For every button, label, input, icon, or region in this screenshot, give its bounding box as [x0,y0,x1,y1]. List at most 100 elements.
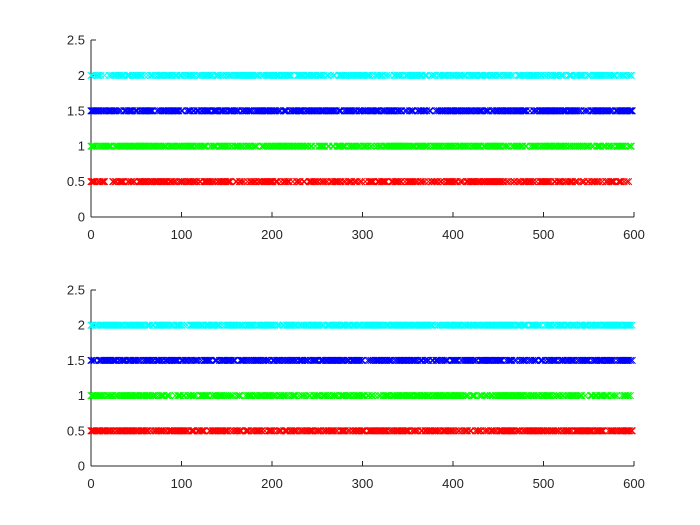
data-point [395,427,404,435]
data-point [421,142,429,150]
data-point [137,391,145,400]
data-point [393,71,401,80]
data-point [383,71,391,80]
data-point [179,356,187,365]
data-point [219,107,227,115]
data-point [595,427,604,435]
data-point [346,107,354,115]
data-point [184,391,192,400]
data-point [607,142,616,150]
data-point [163,391,171,400]
data-point [134,71,142,80]
data-point [417,177,425,186]
data-point [563,321,571,329]
data-point [95,71,103,80]
data-point [512,142,521,150]
data-point [283,71,292,80]
data-point [229,391,237,400]
data-point [211,107,219,115]
data-point [162,107,170,115]
data-point [504,142,512,150]
data-point [475,391,483,400]
data-point [185,142,194,150]
data-point [576,142,584,150]
data-point [273,107,282,115]
data-point [455,391,463,400]
data-point [367,177,376,186]
data-point [331,391,340,400]
x-tick-label: 400 [442,476,464,491]
data-point [333,142,341,150]
data-point [264,107,273,115]
data-point [319,107,327,115]
data-point [558,391,567,400]
data-point [300,177,308,186]
data-point [587,427,596,435]
data-point [115,107,123,115]
data-point [583,356,591,365]
data-point [222,391,230,400]
data-point [177,427,186,435]
data-point [450,356,458,365]
data-point [367,142,376,150]
data-point [424,321,433,329]
data-point [278,142,286,150]
data-point [87,356,95,365]
data-point [382,427,390,435]
data-point [368,391,377,400]
data-point [281,356,290,365]
data-point [433,427,441,435]
data-point [355,356,363,365]
data-point [137,427,145,435]
data-point [337,391,345,400]
data-point [604,391,612,400]
data-point [545,321,553,329]
data-point [380,177,388,186]
data-point [186,391,195,400]
data-point [286,71,294,80]
data-point [581,142,589,150]
data-point [551,427,559,435]
x-tick-label: 100 [171,476,193,491]
data-point [471,177,480,186]
data-point [221,427,229,435]
data-point [595,107,604,115]
data-point [137,71,145,80]
data-point [347,391,355,400]
data-point [567,142,576,150]
data-point [112,391,120,400]
data-point [392,427,400,435]
data-point [205,71,214,80]
data-point [519,321,527,329]
data-point [352,356,360,365]
data-point [486,391,494,400]
data-point [558,107,567,115]
data-point [131,356,139,365]
data-point [90,142,98,150]
data-point [308,177,316,186]
data-point [319,391,328,400]
data-point [621,142,629,150]
data-point [288,427,296,435]
data-point [607,427,616,435]
data-point [151,177,159,186]
data-point [464,142,473,150]
data-point [528,177,537,186]
data-point [474,142,482,150]
data-point [496,177,504,186]
data-point [265,142,273,150]
data-point [270,427,278,435]
data-point [452,71,461,80]
data-point [223,427,231,435]
data-point [98,427,106,435]
data-point [265,177,273,186]
data-point [405,391,414,400]
data-point [105,391,113,400]
data-point [239,107,247,115]
data-point [509,427,518,435]
data-point [213,71,221,80]
data-point [517,391,525,400]
data-point [614,177,623,186]
data-point [462,142,470,150]
data-point [607,71,616,80]
